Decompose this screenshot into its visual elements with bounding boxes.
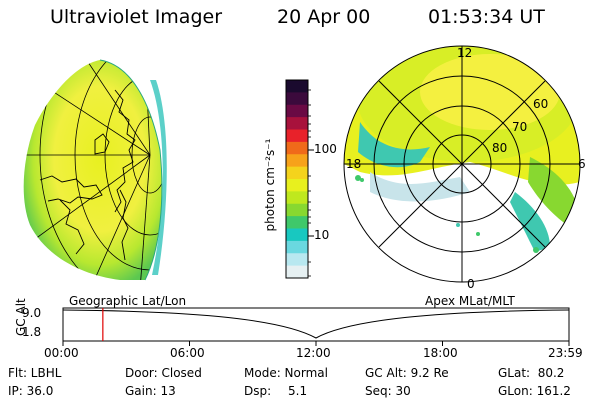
colorbar-step: [286, 129, 308, 143]
colorbar-step: [286, 265, 308, 279]
colorbar-step: [286, 166, 308, 180]
geographic-latlon-label: Geographic Lat/Lon: [69, 294, 187, 308]
colorbar-step: [286, 80, 308, 93]
altitude-timeline[interactable]: [58, 305, 576, 347]
mlt-label-12: 12: [457, 46, 473, 60]
colorbar-step: [286, 203, 308, 217]
colorbar-gradient: [286, 80, 308, 279]
mlat-label-80: 80: [492, 141, 508, 155]
timeline-ytick-bottom: 1.8: [22, 325, 42, 339]
app-title: Ultraviolet Imager: [50, 6, 223, 28]
dsp-value: 5.1: [288, 384, 308, 398]
colorbar-unit-label: photon cm⁻²s⁻¹: [263, 138, 277, 232]
mlt-label-6: 6: [578, 157, 586, 171]
time-label: 01:53:34 UT: [428, 6, 545, 28]
glon-info: GLon: 161.2: [498, 384, 571, 398]
glat-info: GLat: 80.2: [498, 366, 565, 380]
timeline-xtick-1200: 12:00: [296, 346, 331, 360]
colorbar-step: [286, 117, 308, 130]
timeline-xtick-0000: 00:00: [44, 346, 79, 360]
mlat-label-70: 70: [512, 120, 528, 134]
polar-mlt-map: [343, 45, 581, 283]
geographic-image: [23, 59, 167, 281]
timeline-xtick-1800: 18:00: [423, 346, 458, 360]
geographic-emission: [23, 60, 162, 280]
date-label: 20 Apr 00: [277, 6, 371, 28]
colorbar-step: [286, 253, 308, 267]
filter-info: Flt: LBHL: [8, 366, 62, 380]
polar-grid: [343, 45, 581, 283]
colorbar-step: [286, 240, 308, 254]
colorbar-step: [286, 179, 308, 192]
colorbar-step: [286, 92, 308, 106]
timeline-ytick-top: 9.0: [22, 306, 42, 320]
gain-info: Gain: 13: [125, 384, 176, 398]
colorbar-step: [286, 104, 308, 118]
colorbar-step: [286, 141, 308, 155]
mlt-label-0: 0: [467, 277, 475, 291]
colorbar-step: [286, 154, 308, 168]
colorbar-step: [286, 228, 308, 242]
gc-alt-info: GC Alt: 9.2 Re: [365, 366, 449, 380]
ip-info: IP: 36.0: [8, 384, 54, 398]
timeline-xtick-2359: 23:59: [548, 346, 583, 360]
apex-mlat-mlt-label: Apex MLat/MLT: [425, 294, 515, 308]
altitude-curve: [62, 309, 570, 339]
colorbar-tick-10: 10: [314, 228, 330, 242]
colorbar-step: [286, 191, 308, 205]
mlat-label-60: 60: [533, 97, 549, 111]
coastlines: [39, 89, 136, 261]
mode-info: Mode: Normal: [244, 366, 328, 380]
seq-info: Seq: 30: [365, 384, 411, 398]
timeline-xtick-0600: 06:00: [170, 346, 205, 360]
colorbar-step: [286, 216, 308, 229]
dsp-label: Dsp:: [244, 384, 272, 398]
mlt-label-18: 18: [346, 157, 362, 171]
door-info: Door: Closed: [125, 366, 202, 380]
colorbar: [285, 79, 314, 279]
colorbar-tick-100: 100: [314, 142, 337, 156]
